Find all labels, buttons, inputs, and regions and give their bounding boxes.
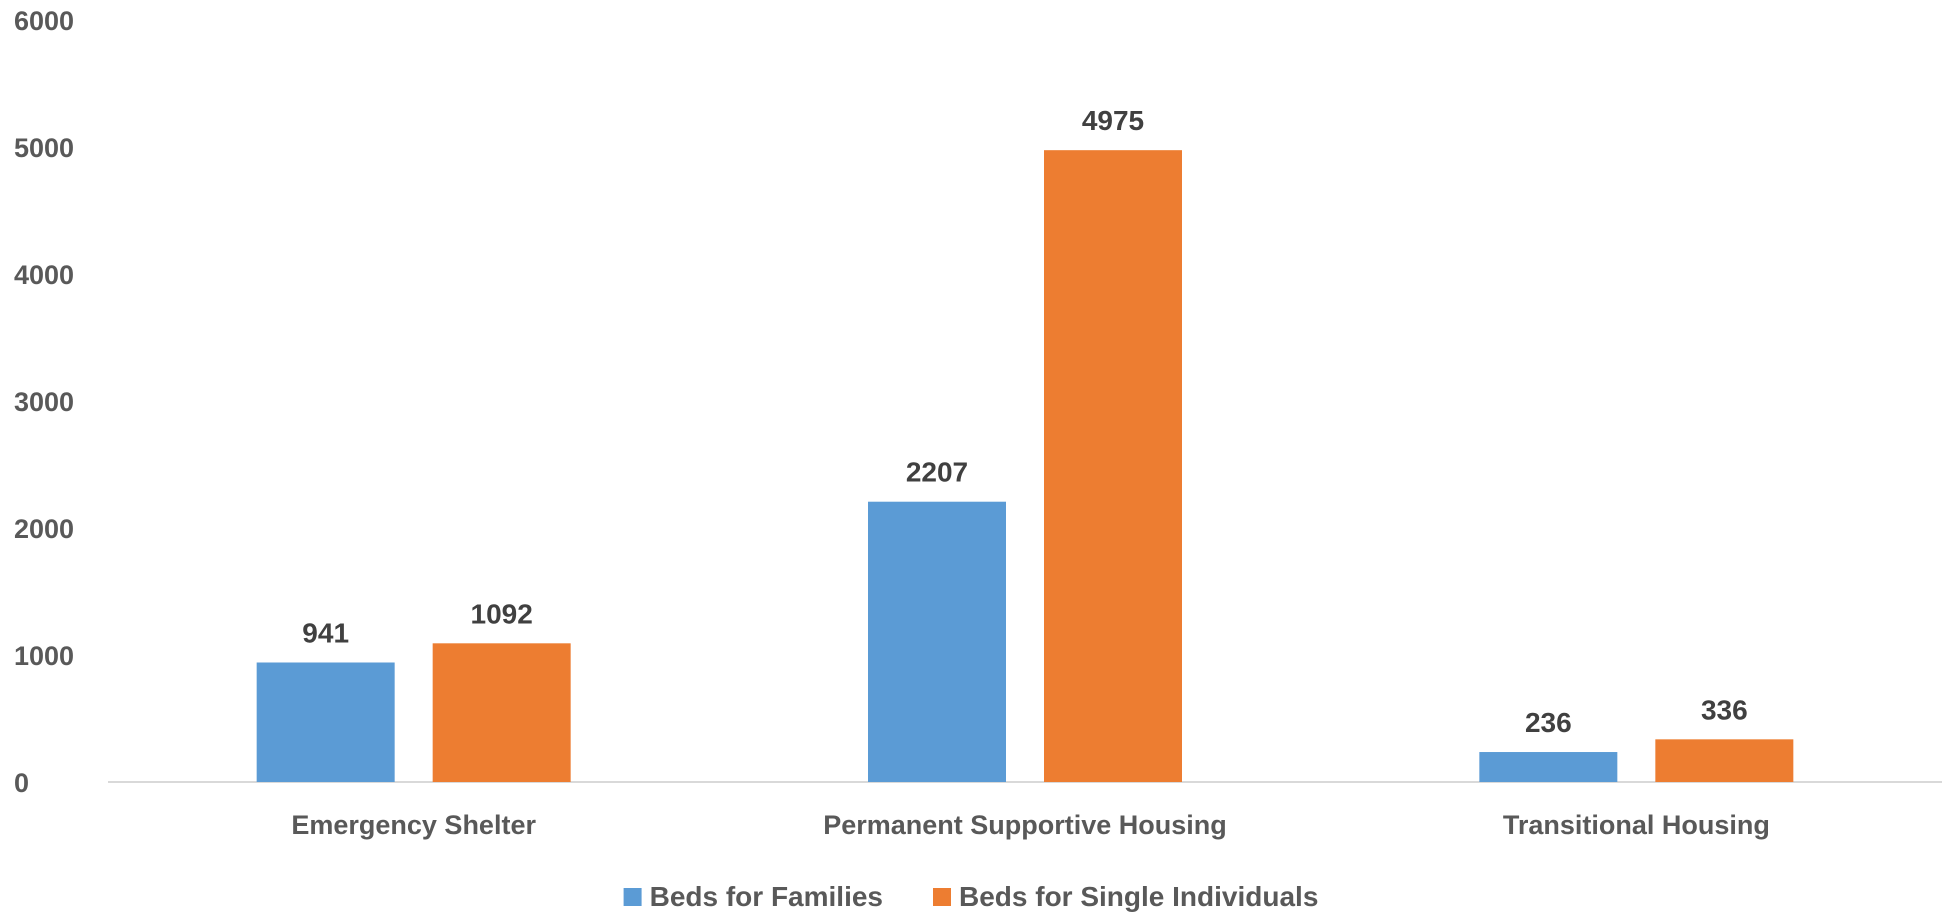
y-tick-label: 3000 (14, 387, 74, 417)
bars (256, 150, 1794, 783)
data-labels: 941 1092 2207 4975 236 336 (302, 105, 1747, 738)
y-tick-label: 6000 (14, 6, 74, 36)
bar-families (868, 501, 1006, 782)
x-axis: Emergency Shelter Permanent Supportive Ho… (291, 810, 1769, 840)
bar-single-individuals (1655, 739, 1794, 782)
bar-families (1479, 752, 1618, 782)
y-axis: 0 1000 2000 3000 4000 5000 6000 (14, 6, 74, 798)
data-label: 336 (1701, 694, 1748, 725)
legend-item: Beds for Families (623, 881, 883, 912)
legend-swatch (933, 888, 951, 906)
legend-label: Beds for Families (650, 881, 883, 912)
legend-label: Beds for Single Individuals (959, 881, 1318, 912)
y-tick-label: 0 (14, 768, 29, 798)
y-tick-label: 4000 (14, 260, 74, 290)
bar-families (256, 662, 395, 782)
data-label: 941 (302, 617, 349, 648)
data-label: 4975 (1082, 105, 1144, 136)
data-label: 1092 (471, 598, 533, 629)
y-tick-label: 2000 (14, 514, 74, 544)
legend-item: Beds for Single Individuals (933, 881, 1318, 912)
legend: Beds for Families Beds for Single Individ… (623, 881, 1318, 912)
x-tick-label: Transitional Housing (1503, 810, 1770, 840)
x-tick-label: Permanent Supportive Housing (823, 810, 1227, 840)
data-label: 2207 (906, 457, 968, 488)
x-tick-label: Emergency Shelter (291, 810, 536, 840)
y-tick-label: 1000 (14, 641, 74, 671)
bar-single-individuals (1044, 150, 1182, 783)
bar-single-individuals (432, 643, 571, 782)
y-tick-label: 5000 (14, 133, 74, 163)
data-label: 236 (1525, 707, 1572, 738)
legend-swatch (623, 888, 642, 906)
